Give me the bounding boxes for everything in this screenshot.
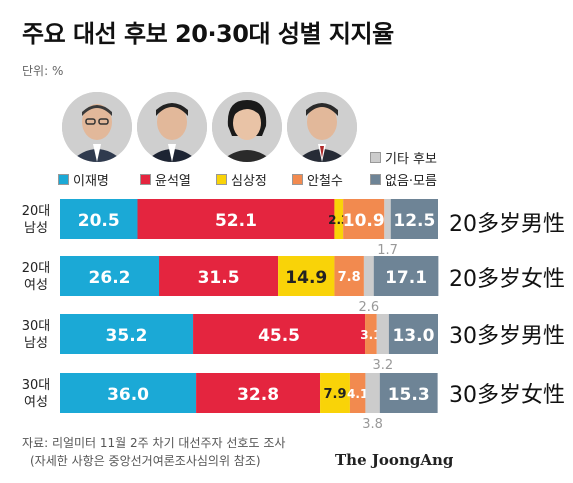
legend-label: 윤석열	[155, 174, 191, 189]
category-label: 여성	[24, 395, 48, 410]
row-note-20f: 20多岁女性	[449, 267, 565, 292]
avatar-sim	[212, 92, 282, 162]
data-label: 32.8	[237, 385, 279, 405]
candidate-sim-photo-icon	[212, 92, 282, 162]
category-label: 여성	[24, 278, 48, 293]
data-label: 12.5	[393, 211, 435, 231]
bar-segment	[334, 256, 364, 296]
data-label: 7.8	[338, 270, 361, 285]
bar-segment	[278, 256, 335, 296]
category-label: 30대	[22, 319, 51, 334]
bar-segment	[349, 373, 366, 413]
category-label: 남성	[24, 336, 48, 351]
legend-item-ahn: 안철수	[292, 170, 343, 189]
bar-segment	[384, 199, 391, 239]
bar-segment	[373, 256, 439, 296]
candidate-ahn-photo-icon	[287, 92, 357, 162]
bar-segment	[137, 199, 335, 239]
data-label: 35.2	[106, 326, 148, 346]
bar-segment	[376, 314, 389, 354]
bar-segment	[365, 373, 380, 413]
legend-item-yoon: 윤석열	[140, 170, 191, 189]
data-label: 14.9	[285, 268, 327, 288]
data-label: 20.5	[78, 211, 120, 231]
row-note-20m: 20多岁男性	[449, 212, 565, 237]
brand-logo: The JoongAng	[335, 451, 454, 469]
source-detail: (자세한 사항은 중앙선거여론조사심의위 참조)	[30, 454, 261, 468]
legend-item-lee: 이재명	[58, 170, 109, 189]
bar-segment	[320, 373, 350, 413]
row-note-30m: 30多岁男性	[449, 324, 565, 349]
legend-swatch	[292, 174, 303, 185]
page-title: 주요 대선 후보 20·30대 성별 지지율	[22, 20, 394, 48]
bar-segment	[363, 256, 374, 296]
bar-segment	[193, 314, 366, 354]
legend-swatch	[216, 174, 227, 185]
legend-label: 이재명	[73, 174, 109, 189]
data-label: 31.5	[198, 268, 240, 288]
bar-segment	[159, 256, 279, 296]
row-note-30f: 30多岁女性	[449, 383, 565, 408]
source-note: 자료: 리얼미터 11월 2주 차기 대선주자 선호도 조사	[22, 436, 286, 450]
legend-label: 기타 후보	[385, 152, 437, 167]
data-label: 3.1	[360, 328, 381, 342]
data-label: 3.2	[372, 358, 393, 373]
bar-segment	[343, 199, 385, 239]
data-label: 2.6	[358, 300, 379, 315]
legend-item-sim: 심상정	[216, 170, 267, 189]
bar-segment	[60, 199, 138, 239]
data-label: 52.1	[215, 211, 257, 231]
data-label: 15.3	[388, 385, 430, 405]
avatar-lee	[62, 92, 132, 162]
category-label: 30대	[22, 378, 51, 393]
legend-swatch	[140, 174, 151, 185]
bar-segment	[379, 373, 438, 413]
data-label: 7.9	[323, 387, 346, 402]
legend-item-none: 없음·모름	[370, 170, 437, 189]
bar-segment	[60, 256, 160, 296]
data-label: 17.1	[385, 268, 427, 288]
category-label: 남성	[24, 221, 48, 236]
data-label: 45.5	[258, 326, 300, 346]
bar-segment	[60, 373, 197, 413]
bar-segment	[388, 314, 438, 354]
candidate-yoon-photo-icon	[137, 92, 207, 162]
data-label: 4.1	[347, 387, 368, 401]
legend-swatch	[370, 174, 381, 185]
bar-segment	[390, 199, 438, 239]
avatar-ahn	[287, 92, 357, 162]
unit-label: 단위: %	[22, 64, 64, 78]
bar-segment	[334, 199, 344, 239]
bar-segment	[365, 314, 377, 354]
data-label: 1.7	[377, 243, 398, 258]
data-label: 36.0	[107, 385, 149, 405]
legend-label: 없음·모름	[385, 174, 437, 189]
legend-item-other: 기타 후보	[370, 148, 437, 167]
legend-label: 안철수	[307, 174, 343, 189]
bar-segment	[196, 373, 321, 413]
data-label: 26.2	[89, 268, 131, 288]
legend-swatch	[370, 152, 381, 163]
category-label: 20대	[22, 261, 51, 276]
bar-segment	[60, 314, 194, 354]
data-label: 3.8	[362, 417, 383, 432]
legend-swatch	[58, 174, 69, 185]
data-label: 13.0	[392, 326, 434, 346]
data-label: 10.9	[343, 211, 385, 231]
avatar-yoon	[137, 92, 207, 162]
category-label: 20대	[22, 204, 51, 219]
candidate-lee-photo-icon	[62, 92, 132, 162]
legend-label: 심상정	[231, 174, 267, 189]
